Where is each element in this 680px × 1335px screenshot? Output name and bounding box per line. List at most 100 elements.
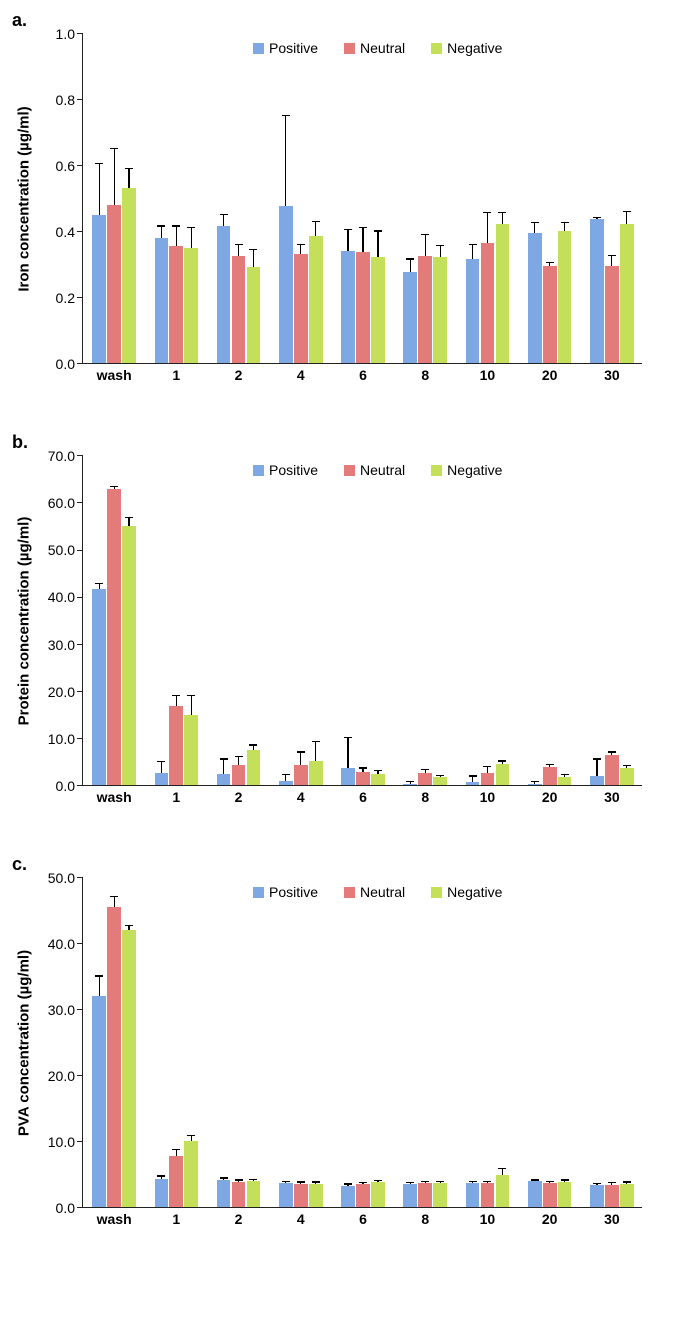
error-cap (483, 1181, 491, 1182)
error-cap (157, 761, 165, 762)
error-cap (235, 1179, 243, 1180)
bar-positive (217, 226, 231, 363)
y-tick-label: 0.0 (56, 356, 83, 372)
x-tick-label: 8 (421, 1207, 429, 1227)
error-cap (95, 975, 103, 976)
bar-negative (496, 1175, 510, 1207)
bar-negative (247, 750, 261, 785)
error-cap (110, 896, 118, 897)
bar-negative (122, 930, 136, 1207)
y-tick-label: 50.0 (48, 870, 83, 886)
bar-neutral (107, 489, 121, 785)
error-cap (220, 758, 228, 759)
bar-neutral (543, 266, 557, 363)
error-cap (249, 1179, 257, 1180)
y-tick-label: 70.0 (48, 448, 83, 464)
error-bar (253, 249, 254, 267)
x-tick-label: 6 (359, 785, 367, 805)
bar-positive (466, 1183, 480, 1207)
bar-positive (92, 589, 106, 785)
bar-negative (309, 761, 323, 786)
y-tick-label: 30.0 (48, 1002, 83, 1018)
error-bar (128, 925, 129, 930)
y-tick-label: 10.0 (48, 1134, 83, 1150)
x-tick-label: 20 (542, 363, 558, 383)
error-cap (406, 1182, 414, 1183)
y-tick-label: 0.4 (56, 224, 83, 240)
legend-swatch (253, 465, 264, 476)
error-cap (623, 765, 631, 766)
bar-negative (309, 236, 323, 363)
legend-item-neutral: Neutral (344, 884, 405, 900)
error-cap (235, 244, 243, 245)
error-bar (285, 116, 286, 207)
error-cap (483, 766, 491, 767)
error-cap (359, 227, 367, 228)
legend-label: Positive (269, 40, 318, 56)
bar-neutral (481, 773, 495, 785)
error-cap (561, 774, 569, 775)
error-bar (487, 213, 488, 243)
error-cap (406, 258, 414, 259)
bar-positive (155, 773, 169, 785)
error-bar (176, 226, 177, 246)
error-bar (564, 223, 565, 231)
error-cap (157, 225, 165, 226)
y-tick-label: 0.0 (56, 1200, 83, 1216)
bar-positive (528, 784, 542, 785)
bar-neutral (418, 1183, 432, 1207)
error-bar (534, 223, 535, 233)
x-tick-label: wash (97, 363, 132, 383)
panel-label: b. (12, 432, 28, 453)
bar-positive (590, 1185, 604, 1207)
legend: PositiveNeutralNegative (253, 462, 502, 478)
legend-item-negative: Negative (431, 40, 502, 56)
bar-neutral (169, 246, 183, 363)
error-cap (498, 212, 506, 213)
bar-negative (433, 257, 447, 363)
plot-area: 0.010.020.030.040.050.0PositiveNeutralNe… (82, 878, 642, 1208)
bar-neutral (294, 1184, 308, 1207)
legend-label: Negative (447, 884, 502, 900)
error-bar (191, 1136, 192, 1141)
y-tick-label: 60.0 (48, 495, 83, 511)
y-tick-label: 20.0 (48, 1068, 83, 1084)
legend-item-neutral: Neutral (344, 462, 405, 478)
error-cap (359, 1182, 367, 1183)
legend-swatch (431, 465, 442, 476)
error-bar (223, 215, 224, 227)
x-tick-label: 20 (542, 1207, 558, 1227)
error-bar (487, 766, 488, 773)
bar-neutral (232, 256, 246, 363)
y-tick-label: 30.0 (48, 637, 83, 653)
x-tick-label: wash (97, 1207, 132, 1227)
error-bar (626, 211, 627, 224)
bar-negative (558, 231, 572, 363)
x-tick-label: 2 (235, 1207, 243, 1227)
x-tick-label: 1 (172, 1207, 180, 1227)
bar-negative (496, 764, 510, 785)
bar-negative (247, 1181, 261, 1207)
bar-neutral (169, 706, 183, 785)
bar-positive (155, 238, 169, 363)
plot-area: 0.00.20.40.60.81.0PositiveNeutralNegativ… (82, 34, 642, 364)
bar-neutral (169, 1156, 183, 1207)
error-cap (172, 225, 180, 226)
error-cap (344, 229, 352, 230)
error-cap (249, 744, 257, 745)
error-cap (608, 751, 616, 752)
error-cap (125, 168, 133, 169)
error-cap (469, 775, 477, 776)
error-bar (377, 231, 378, 257)
error-cap (531, 1179, 539, 1180)
bar-neutral (481, 243, 495, 363)
legend-label: Positive (269, 884, 318, 900)
y-tick-label: 50.0 (48, 542, 83, 558)
legend-label: Neutral (360, 884, 405, 900)
bar-neutral (543, 767, 557, 785)
bar-neutral (356, 772, 370, 785)
error-cap (282, 774, 290, 775)
y-axis-label: PVA concentration (µg/ml) (16, 950, 33, 1136)
error-cap (297, 244, 305, 245)
error-bar (472, 776, 473, 782)
